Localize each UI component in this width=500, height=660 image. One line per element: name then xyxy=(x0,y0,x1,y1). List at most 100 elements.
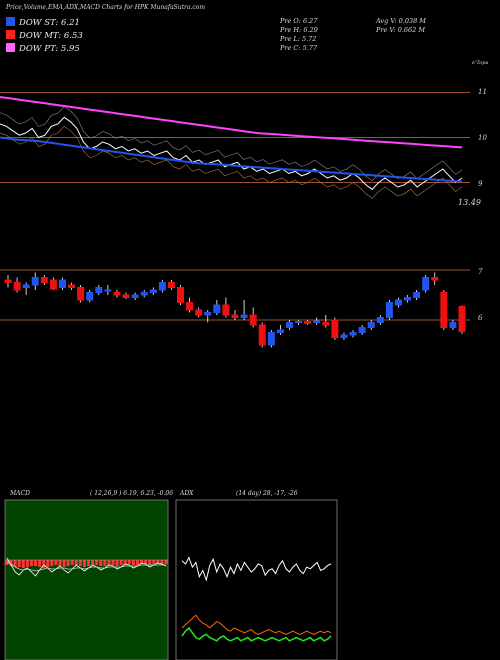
stat-close: Pre C: 5.77 xyxy=(280,44,318,52)
stat-pre-volume: Pre V: 0.662 M xyxy=(376,26,426,34)
macd-hist-bar-5 xyxy=(25,560,29,567)
macd-hist-bar-28 xyxy=(119,560,123,565)
ema-series-close xyxy=(0,116,463,190)
candle-body-42 xyxy=(385,302,393,318)
stat-avg-volume: Avg V: 0.038 M xyxy=(376,17,426,25)
candle-body-16 xyxy=(149,289,157,293)
macd-hist-bar-38 xyxy=(160,560,164,565)
candle-tick-1: 6 xyxy=(478,314,483,322)
candle-body-19 xyxy=(177,287,185,303)
ema-series-ema-slow xyxy=(0,96,463,149)
macd-hist-bar-13 xyxy=(58,560,62,566)
adx-params: (14 day) 28, -17, -26 xyxy=(236,490,298,497)
candle-tick-0: 7 xyxy=(478,268,483,276)
macd-hist-bar-6 xyxy=(29,560,33,566)
macd-hist-bar-27 xyxy=(115,560,119,566)
macd-hist-bar-12 xyxy=(54,560,58,565)
candle-body-21 xyxy=(195,309,203,316)
candle-body-20 xyxy=(186,302,194,311)
ema-tick-1: 10 xyxy=(478,134,487,142)
candle-body-24 xyxy=(222,304,230,316)
candle-body-9 xyxy=(86,292,94,301)
macd-hist-bar-16 xyxy=(70,560,74,565)
macd-hist-bar-36 xyxy=(152,560,156,564)
candle-body-10 xyxy=(95,287,103,293)
candle-body-28 xyxy=(258,324,266,346)
macd-hist-bar-25 xyxy=(107,560,111,565)
macd-label: MACD xyxy=(10,490,30,497)
candle-body-30 xyxy=(276,329,284,333)
macd-hist-bar-9 xyxy=(42,560,46,568)
candle-body-7 xyxy=(68,284,76,288)
candle-body-40 xyxy=(367,322,375,328)
chart-title: Price,Volume,EMA,ADX,MACD Charts for HPK… xyxy=(6,4,206,11)
adx-series-adx xyxy=(181,626,332,642)
ema-envelope-lower xyxy=(0,125,463,199)
candle-body-36 xyxy=(331,319,339,338)
ema-envelope-upper xyxy=(0,106,463,181)
macd-panel-bg xyxy=(4,499,169,660)
candle-body-1 xyxy=(13,282,21,291)
candle-body-45 xyxy=(413,292,421,298)
legend-swatch-st xyxy=(6,17,15,26)
macd-hist-bar-33 xyxy=(140,560,144,564)
candle-body-15 xyxy=(140,292,148,296)
candle-body-35 xyxy=(322,322,330,326)
candle-body-22 xyxy=(204,312,212,316)
macd-hist-bar-35 xyxy=(148,560,152,565)
corner-label: e'Topa xyxy=(472,60,489,66)
macd-hist-bar-32 xyxy=(135,560,139,565)
candle-body-48 xyxy=(440,292,448,328)
legend-dow-st: DOW ST: 6.21 xyxy=(6,17,80,28)
candle-body-38 xyxy=(349,332,357,336)
macd-hist-bar-11 xyxy=(50,560,54,566)
macd-params: ( 12,26,9 ) 6.19, 6.23, -0.06 xyxy=(90,490,174,497)
macd-hist-bar-39 xyxy=(164,560,168,564)
macd-series-signal xyxy=(6,561,166,572)
ema-tick-2: 9 xyxy=(478,180,483,188)
candle-body-4 xyxy=(40,277,48,283)
candle-body-41 xyxy=(376,317,384,323)
legend-swatch-mt xyxy=(6,30,15,39)
macd-hist-bar-8 xyxy=(38,560,42,567)
candle-body-32 xyxy=(295,321,303,323)
candle-body-27 xyxy=(249,314,257,326)
macd-hist-bar-7 xyxy=(34,560,38,566)
macd-hist-bar-22 xyxy=(95,560,99,565)
candle-body-6 xyxy=(58,279,66,288)
legend-swatch-pt xyxy=(6,43,15,52)
adx-series-minus-di xyxy=(181,614,332,635)
candle-body-3 xyxy=(31,277,39,286)
legend-dow-mt: DOW MT: 6.53 xyxy=(6,30,83,41)
candle-body-47 xyxy=(431,277,439,281)
macd-hist-bar-2 xyxy=(13,560,17,567)
candle-body-50 xyxy=(458,306,466,332)
ema-tick-0: 11 xyxy=(478,88,487,96)
ema-series-ema-fast xyxy=(0,136,463,183)
macd-hist-bar-17 xyxy=(74,560,78,565)
macd-hist-bar-4 xyxy=(21,560,25,568)
candle-body-31 xyxy=(285,322,293,328)
macd-hist-bar-31 xyxy=(131,560,135,565)
macd-hist-bar-21 xyxy=(91,560,95,565)
candle-body-8 xyxy=(77,287,85,301)
candle-body-11 xyxy=(104,289,112,292)
macd-hist-bar-34 xyxy=(144,560,148,564)
candle-body-29 xyxy=(267,332,275,346)
macd-hist-bar-30 xyxy=(127,560,131,564)
stat-open: Pre O: 6.27 xyxy=(280,17,318,25)
macd-hist-bar-0 xyxy=(5,560,9,565)
candle-body-17 xyxy=(158,282,166,291)
candle-body-33 xyxy=(304,321,312,324)
candle-body-34 xyxy=(313,320,321,323)
macd-hist-bar-3 xyxy=(17,560,21,567)
candle-body-18 xyxy=(167,282,175,288)
candle-body-26 xyxy=(240,314,248,318)
candle-body-39 xyxy=(358,327,366,333)
macd-hist-bar-26 xyxy=(111,560,115,565)
candle-body-46 xyxy=(422,277,430,291)
macd-hist-bar-1 xyxy=(9,560,13,566)
macd-series-macd xyxy=(6,557,167,577)
candle-body-49 xyxy=(449,322,457,328)
